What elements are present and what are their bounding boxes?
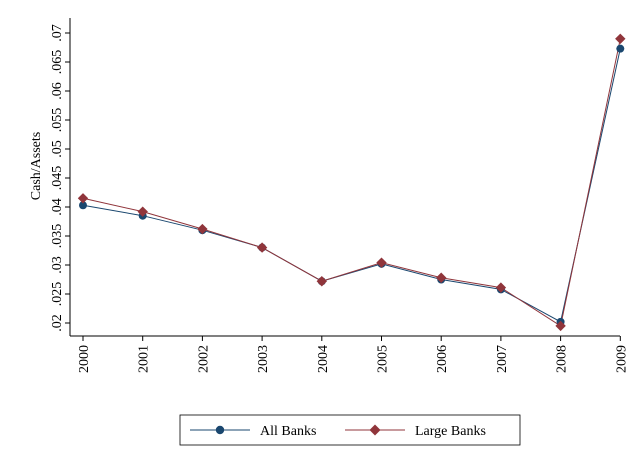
y-tick-label: .055 (50, 108, 65, 133)
data-point-large-banks (376, 257, 387, 268)
x-tick-label: 2000 (77, 345, 92, 373)
x-tick-label: 2005 (376, 345, 391, 373)
x-tick-label: 2001 (137, 345, 152, 373)
x-tick-label: 2004 (316, 345, 331, 373)
legend: All Banks Large Banks (179, 414, 521, 446)
data-point-all-banks (616, 44, 625, 53)
x-tick-label: 2009 (614, 345, 629, 373)
y-tick-label: .03 (50, 256, 65, 274)
x-tick-label: 2003 (256, 345, 271, 373)
data-point-large-banks (495, 282, 507, 293)
y-tick-label: .02 (50, 314, 65, 332)
legend-label-all-banks: All Banks (260, 424, 316, 439)
y-axis-label: Cash/Assets (29, 132, 44, 200)
data-point-large-banks (77, 193, 89, 204)
x-tick-label: 2007 (495, 345, 510, 373)
x-tick-label: 2002 (196, 345, 211, 373)
y-tick-label: .035 (50, 224, 65, 249)
series-line-all-banks (82, 48, 621, 323)
series-layer (77, 33, 626, 332)
y-tick-label: .05 (50, 140, 65, 158)
legend-marker-all-banks (215, 425, 225, 435)
data-point-large-banks (137, 206, 148, 217)
data-point-large-banks (436, 272, 447, 283)
x-tick-label: 2006 (435, 345, 450, 373)
legend-marker-large-banks (369, 424, 381, 436)
y-tick-label: .04 (50, 198, 65, 216)
x-tick-label: 2008 (555, 345, 570, 373)
data-point-large-banks (197, 223, 208, 235)
plot-area (70, 18, 620, 336)
y-tick-label: .07 (50, 24, 65, 42)
y-tick-label: .045 (50, 166, 65, 191)
data-point-large-banks (316, 276, 327, 287)
y-tick-label: .065 (50, 50, 65, 75)
data-point-large-banks (256, 242, 268, 253)
axes: .02 .025 .03 .035 .04 .045 .05 .055 .06 .065 .07 20… (50, 18, 629, 373)
legend-label-large-banks: Large Banks (415, 424, 486, 439)
data-point-large-banks (555, 320, 566, 332)
data-point-all-banks (79, 201, 87, 210)
y-tick-label: .025 (50, 282, 65, 307)
data-point-large-banks (615, 33, 626, 44)
series-line-large-banks (82, 38, 621, 327)
y-tick-label: .06 (50, 82, 65, 100)
